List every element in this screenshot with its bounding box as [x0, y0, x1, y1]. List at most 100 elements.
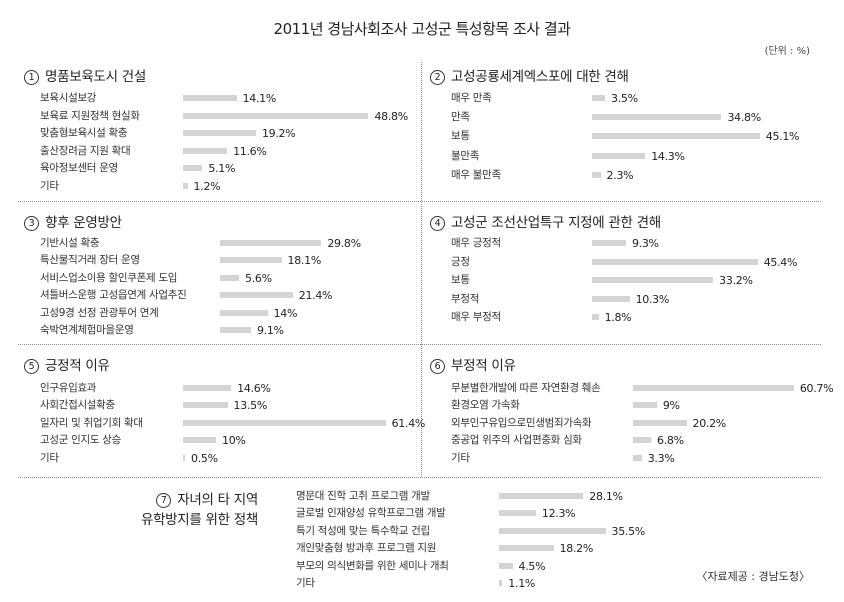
bar-row: 특산물직거래 장터 운영 18.1% — [40, 252, 420, 269]
category-label: 일자리 및 취업기회 확대 — [40, 416, 143, 429]
category-label: 특기 적성에 맞는 특수학교 건립 — [296, 524, 430, 537]
separator — [18, 344, 821, 345]
value-label: 4.5% — [518, 559, 546, 573]
bar-row: 보육시설보강 14.1% — [40, 90, 420, 107]
value-label: 14.1% — [242, 92, 277, 105]
value-label: 34.8% — [727, 111, 761, 125]
category-label: 고성군 인지도 상승 — [40, 434, 121, 447]
category-label: 인구유입효과 — [40, 382, 97, 394]
chart-title: 6 부정적 이유 — [430, 354, 516, 374]
category-label: 부정적 — [451, 292, 480, 305]
category-label: 만족 — [451, 111, 470, 124]
category-label: 외부인구유입으로민생범죄가속화 — [451, 416, 592, 429]
bar-row: 매우 만족 3.5% — [451, 90, 831, 107]
category-label: 숙박연계체험마을운영 — [40, 324, 134, 336]
category-label: 보통 — [451, 274, 470, 287]
bar-row: 육아정보센터 운영 5.1% — [40, 160, 420, 177]
bar-row: 부정적 10.3% — [451, 291, 831, 308]
bar — [592, 295, 630, 302]
bar — [592, 95, 606, 101]
value-label: 13.5% — [233, 399, 268, 413]
bar — [183, 112, 369, 119]
chart-title-line1: 7 자녀의 타 지역 — [130, 490, 258, 510]
bar-row: 중공업 위주의 사업편중화 심화 6.8% — [451, 432, 831, 449]
separator — [18, 201, 821, 202]
bar-row: 숙박연계체험마을운영 9.1% — [40, 322, 420, 339]
bar-row: 기타 0.5% — [40, 450, 420, 467]
category-label: 보육시설보강 — [40, 92, 97, 104]
bar — [592, 258, 758, 265]
bar — [592, 240, 626, 246]
category-label: 기타 — [451, 451, 470, 464]
chart-title: 2 고성공룡세계엑스포에 대한 견해 — [430, 65, 629, 85]
category-label: 매우 긍정적 — [451, 237, 501, 249]
value-label: 3.5% — [611, 92, 638, 105]
category-label: 기반시설 확충 — [40, 237, 100, 249]
chart-title: 7 자녀의 타 지역 유학방지를 위한 정책 — [130, 490, 258, 530]
chart-title: 4 고성군 조선산업특구 지정에 관한 견해 — [430, 211, 661, 231]
category-label: 무분별한개발에 따른 자연환경 훼손 — [451, 382, 601, 394]
bar-row: 맞춤형보육시설 확충 19.2% — [40, 125, 420, 142]
value-label: 1.2% — [193, 180, 221, 193]
value-label: 11.6% — [233, 144, 267, 158]
bar — [499, 493, 584, 499]
value-label: 0.5% — [191, 451, 218, 465]
bar — [592, 114, 722, 121]
bar-row: 글로벌 인재양성 유학프로그램 개발 12.3% — [296, 505, 676, 522]
value-label: 1.1% — [508, 577, 536, 590]
bar-row: 외부인구유입으로민생범죄가속화 20.2% — [451, 415, 831, 432]
value-label: 61.4% — [391, 416, 426, 430]
value-label: 60.7% — [799, 382, 834, 395]
bar — [633, 437, 652, 444]
bar-row: 고성9경 선정 관광투어 연계 14% — [40, 305, 420, 322]
value-label: 5.6% — [245, 271, 272, 285]
bar — [592, 133, 760, 140]
bar-row: 기반시설 확충 29.8% — [40, 235, 420, 252]
category-label: 매우 불만족 — [451, 168, 501, 181]
category-label: 중공업 위주의 사업편중화 심화 — [451, 434, 582, 447]
category-label: 보통 — [451, 130, 470, 143]
bar — [183, 183, 188, 189]
bar — [499, 545, 554, 552]
bar — [220, 257, 282, 264]
chart-number: 4 — [430, 216, 445, 231]
bar-row: 기타 1.2% — [40, 178, 420, 195]
category-label: 부모의 의식변화를 위한 세미나 개최 — [296, 559, 449, 572]
value-label: 10.3% — [635, 292, 670, 306]
bar-row: 일자리 및 취업기회 확대 61.4% — [40, 415, 425, 432]
category-label: 보육료 지원정책 현실화 — [40, 109, 140, 122]
bar — [633, 402, 657, 409]
category-label: 기타 — [296, 577, 315, 589]
bar-row: 인구유입효과 14.6% — [40, 380, 420, 397]
value-label: 19.2% — [261, 127, 296, 141]
bar — [183, 130, 256, 137]
bar-row: 기타 1.1% — [296, 575, 676, 592]
bar — [499, 562, 513, 569]
value-label: 21.4% — [298, 289, 333, 303]
value-label: 20.2% — [692, 416, 727, 430]
bar — [499, 510, 536, 517]
separator — [421, 62, 422, 477]
bar — [183, 385, 232, 391]
bar-row: 매우 긍정적 9.3% — [451, 235, 831, 252]
value-label: 9% — [662, 399, 680, 413]
bar — [220, 327, 251, 333]
chart-title: 1 명품보육도시 건설 — [24, 65, 146, 85]
bar-row: 만족 34.8% — [451, 109, 831, 126]
bar — [592, 314, 599, 321]
category-label: 개인맞춤형 방과후 프로그램 지원 — [296, 542, 437, 555]
bar — [183, 454, 185, 461]
bar — [592, 277, 714, 284]
chart-number: 6 — [430, 359, 445, 374]
bar-row: 개인맞춤형 방과후 프로그램 지원 18.2% — [296, 540, 676, 557]
chart-title-text: 부정적 이유 — [451, 358, 516, 374]
source-credit: 〈자료제공 : 경남도청〉 — [696, 570, 810, 583]
bar-row: 서비스업소이용 할인쿠폰제 도입 5.6% — [40, 270, 420, 287]
separator — [18, 477, 821, 478]
value-label: 45.1% — [765, 130, 800, 144]
value-label: 48.8% — [374, 109, 408, 123]
bar — [220, 274, 240, 281]
value-label: 6.8% — [657, 434, 684, 448]
bar — [183, 165, 203, 172]
chart-title-text: 고성군 조선산업특구 지정에 관한 견해 — [451, 215, 661, 231]
